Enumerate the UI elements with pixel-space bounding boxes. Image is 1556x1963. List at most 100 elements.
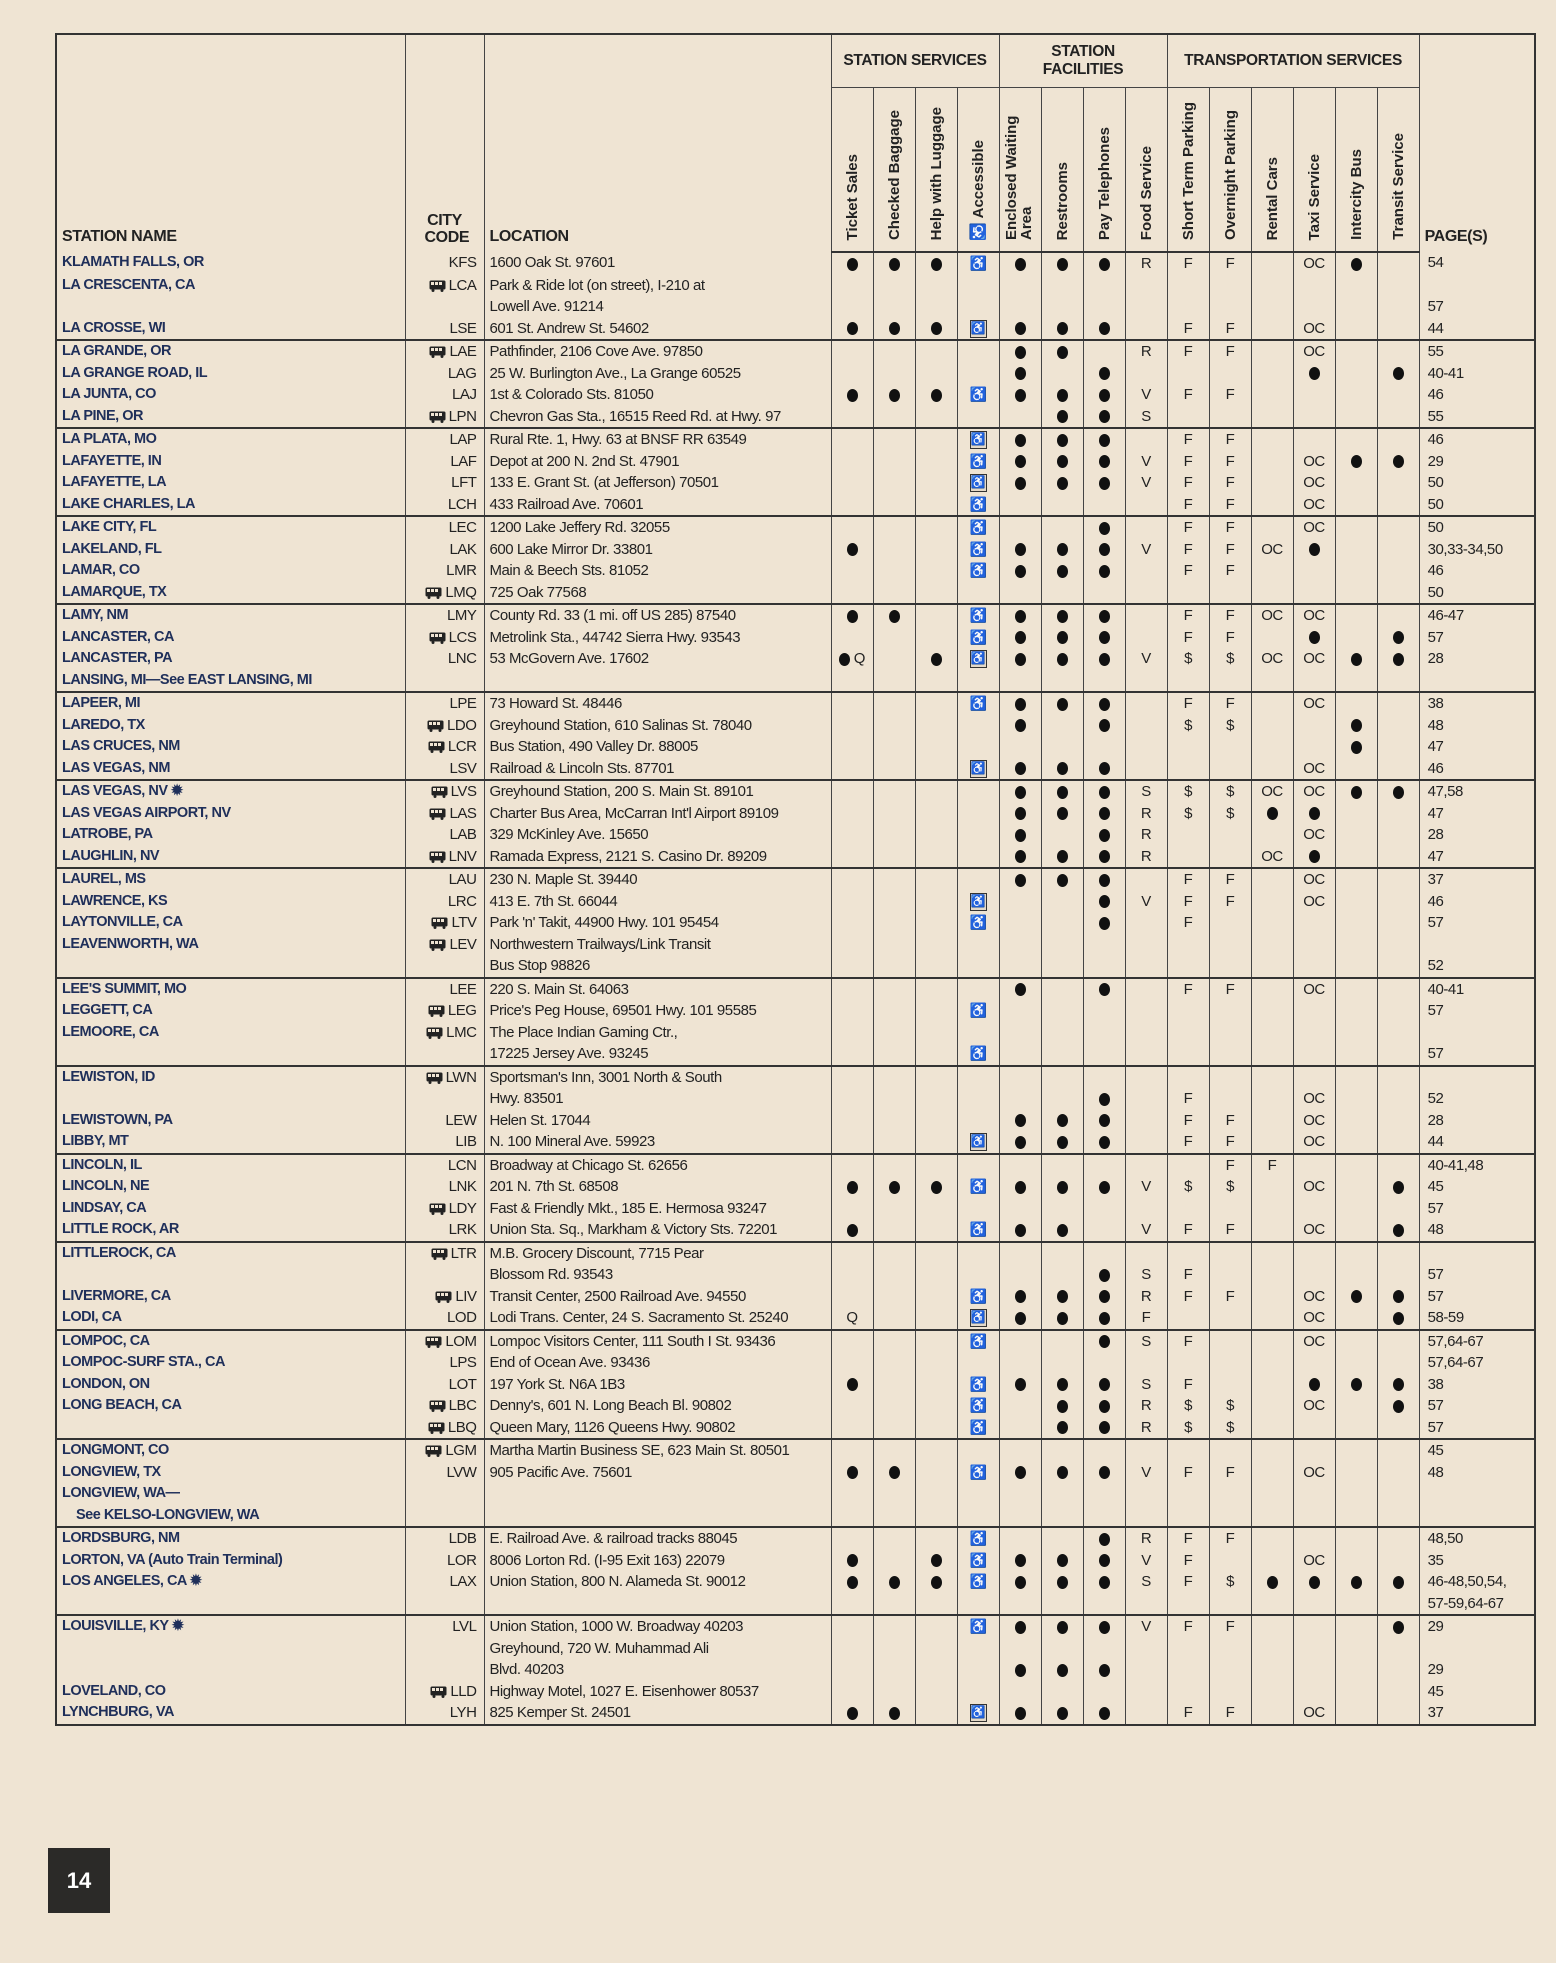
pages: 46 [1418, 560, 1536, 582]
service-cell: ♿ [956, 560, 1000, 582]
service-value [958, 824, 998, 846]
station-name: LAUREL, MS [55, 868, 406, 891]
service-cell [1334, 1461, 1378, 1483]
filled-dot-icon [1014, 1554, 1026, 1568]
station-name: LINDSAY, CA [55, 1197, 406, 1219]
filled-dot-icon [1056, 652, 1068, 666]
service-cell [1292, 1153, 1336, 1176]
service-cell: OC [1292, 1219, 1336, 1242]
pages-line: 29 [1427, 1661, 1444, 1678]
city-code: LPN [404, 405, 485, 428]
service-value [916, 1374, 956, 1396]
service-cell [914, 274, 958, 318]
service-cell: ♿ [956, 384, 1000, 406]
service-value [1252, 472, 1292, 494]
service-cell [1124, 428, 1168, 451]
station-name: LAFAYETTE, IN [55, 450, 406, 472]
city-code: LRC [404, 890, 485, 912]
column-header: Intercity Bus [1334, 87, 1378, 253]
service-value [832, 803, 872, 825]
service-cell [830, 1000, 874, 1022]
service-value: ♿ [958, 1550, 998, 1572]
service-cell: F [1166, 604, 1210, 627]
bus-icon [426, 1072, 443, 1084]
filled-dot-icon [1098, 916, 1110, 930]
station-name-line: See KELSO-LONGVIEW, WA [76, 1506, 260, 1523]
service-cell: ♿ [956, 516, 1000, 539]
filled-dot-icon [888, 1706, 900, 1720]
column-header-label: Help with Luggage [927, 106, 945, 240]
service-cell [1082, 669, 1126, 692]
pages-line [1428, 1067, 1535, 1089]
column-header: Short Term Parking [1166, 87, 1210, 253]
filled-dot-icon [1392, 1290, 1404, 1304]
service-value [874, 758, 914, 780]
service-cell [872, 340, 916, 363]
city-code-text: LMQ [445, 583, 477, 601]
location: Railroad & Lincoln Sts. 87701 [483, 757, 832, 780]
service-value: OC [1303, 759, 1325, 777]
service-cell: OC [1292, 977, 1336, 1000]
location-line: Fast & Friendly Mkt., 185 E. Hermosa 932… [489, 1199, 768, 1217]
city-code-text: LBC [448, 1397, 477, 1414]
service-value [1000, 1616, 1040, 1638]
bus-icon [431, 786, 448, 799]
filled-dot-icon [1056, 762, 1068, 776]
service-value: R [1140, 1530, 1152, 1547]
station-name: LINCOLN, IL [55, 1153, 406, 1176]
service-value [1000, 1528, 1040, 1550]
service-cell [1040, 890, 1084, 912]
service-value: F [1183, 540, 1193, 558]
service-value: OC [1303, 452, 1325, 470]
service-value [1252, 1440, 1292, 1462]
service-cell [1250, 1571, 1294, 1615]
service-value [1126, 1702, 1166, 1724]
service-value: F [1183, 1551, 1193, 1569]
service-cell [1082, 780, 1126, 803]
service-cell: OC [1292, 450, 1336, 472]
service-value [1378, 1088, 1418, 1110]
service-value [1252, 1462, 1292, 1484]
service-cell [1124, 1483, 1168, 1527]
service-value [1084, 1659, 1124, 1681]
service-cell [1250, 714, 1294, 736]
pages [1418, 669, 1536, 692]
service-cell [956, 824, 1000, 846]
location-line: 133 E. Grant St. (at Jefferson) 70501 [489, 474, 720, 491]
location-line: Northwestern Trailways/Link Transit [489, 935, 711, 953]
service-value [1084, 1307, 1124, 1329]
service-value: ♿ [958, 451, 998, 473]
service-value [874, 341, 914, 363]
service-value [916, 1550, 956, 1572]
service-value [874, 670, 914, 692]
station-name-line [62, 1417, 404, 1439]
service-value: F [1183, 980, 1193, 998]
filled-dot-icon [1014, 1135, 1026, 1149]
station-group: LA GRANDE, OR LAE Pathfinder, 2106 Cove Av… [55, 340, 1536, 428]
service-value: F [1183, 319, 1193, 337]
service-value [1042, 406, 1082, 428]
pages-line: 35 [1427, 1551, 1444, 1569]
location-line: Union Station, 800 N. Alameda St. 90012 [489, 1573, 746, 1590]
filled-dot-icon [1056, 1466, 1068, 1480]
service-cell: ♿ [956, 472, 1000, 494]
service-value [916, 560, 956, 582]
pages: 47 [1418, 736, 1536, 758]
pages: 40-41 [1418, 362, 1536, 384]
service-cell [1376, 977, 1420, 1000]
location-line: Park 'n' Takit, 44900 Hwy. 101 95454 [489, 914, 720, 931]
service-value [1084, 296, 1124, 318]
service-cell [1124, 692, 1168, 715]
service-cell [830, 1131, 874, 1154]
service-cell [872, 450, 916, 472]
service-cell [830, 384, 874, 406]
service-value [1252, 1286, 1292, 1308]
service-value [1000, 1219, 1040, 1241]
service-value: ♿ [958, 384, 998, 406]
city-code: LOM [404, 1329, 485, 1352]
bus-icon [431, 917, 448, 930]
service-cell [1376, 493, 1420, 516]
city-code: LAP [404, 428, 485, 451]
service-cell: OC [1250, 648, 1294, 670]
service-value [1252, 363, 1292, 385]
